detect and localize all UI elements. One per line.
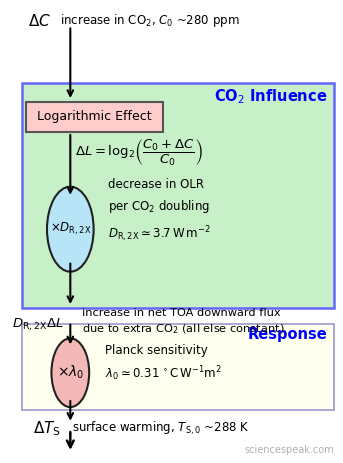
Text: $\times D_{\mathrm{R,2X}}$: $\times D_{\mathrm{R,2X}}$ [50,221,91,238]
Text: Response: Response [248,327,328,342]
Ellipse shape [47,187,94,272]
Text: $\times\lambda_0$: $\times\lambda_0$ [57,364,84,382]
Text: CO$_2$ Influence: CO$_2$ Influence [214,87,328,106]
Text: $\Delta C$: $\Delta C$ [28,13,51,29]
Text: surface warming, $T_{\mathrm{S,0}}$ ~288 K: surface warming, $T_{\mathrm{S,0}}$ ~288… [72,419,250,437]
FancyBboxPatch shape [22,324,334,410]
Text: increase in CO$_2$, $C_0$ ~280 ppm: increase in CO$_2$, $C_0$ ~280 ppm [60,13,239,29]
Text: Logarithmic Effect: Logarithmic Effect [37,110,152,124]
Text: $\Delta L = \log_2\!\left(\dfrac{C_0 + \Delta C}{C_0}\right)$: $\Delta L = \log_2\!\left(\dfrac{C_0 + \… [75,138,203,168]
FancyBboxPatch shape [26,102,163,132]
Text: Planck sensitivity
$\lambda_0 \simeq 0.31\,^\circ\mathrm{C\,W}^{-1}\mathrm{m}^2$: Planck sensitivity $\lambda_0 \simeq 0.3… [105,344,221,383]
Text: sciencespeak.com: sciencespeak.com [245,444,334,455]
Ellipse shape [51,338,89,407]
Text: increase in net TOA downward flux
due to extra CO$_2$ (all else constant): increase in net TOA downward flux due to… [82,308,285,336]
Text: $\Delta T_\mathrm{S}$: $\Delta T_\mathrm{S}$ [33,419,61,438]
FancyBboxPatch shape [22,83,334,308]
Text: $D_{\mathrm{R,2X}}\Delta L$: $D_{\mathrm{R,2X}}\Delta L$ [12,317,64,333]
Text: decrease in OLR
per CO$_2$ doubling
$D_{\mathrm{R,2X}} \simeq 3.7\,\mathrm{W\,m}: decrease in OLR per CO$_2$ doubling $D_{… [108,178,211,244]
